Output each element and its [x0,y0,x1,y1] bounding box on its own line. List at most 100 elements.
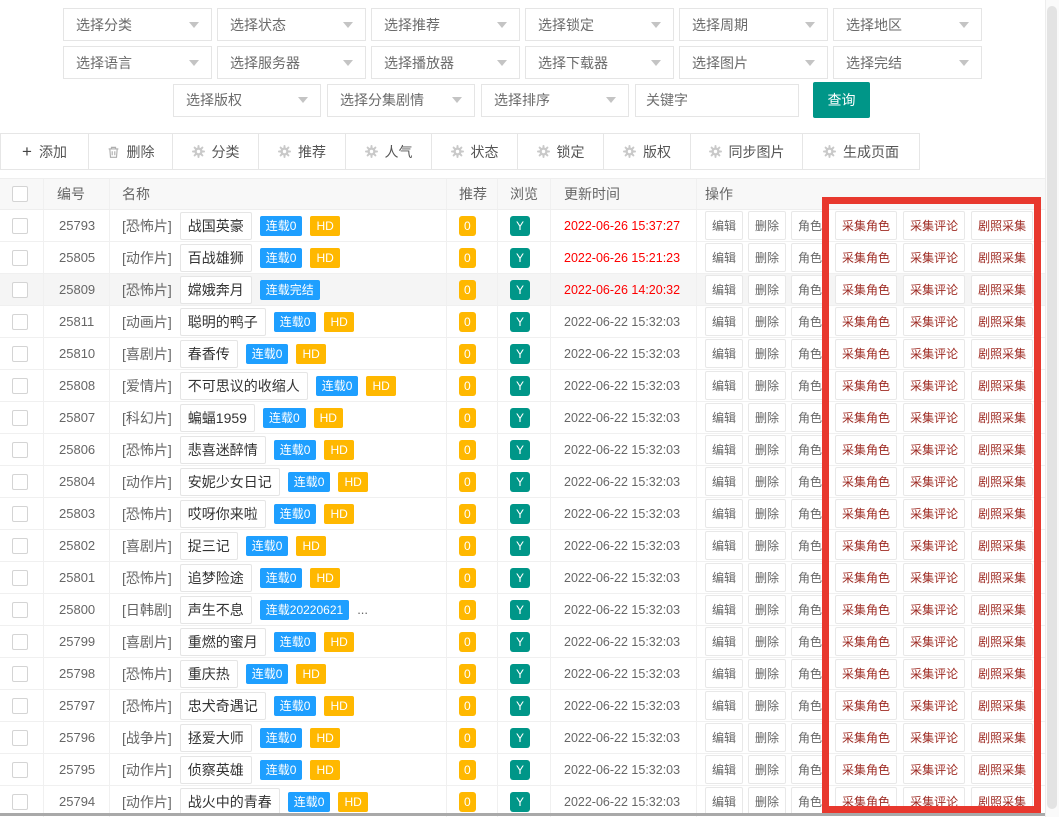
row-checkbox[interactable] [12,377,28,394]
delete-button[interactable]: 删除 [748,243,787,272]
role-button[interactable]: 角色 [791,691,830,720]
edit-button[interactable]: 编辑 [705,339,744,368]
edit-button[interactable]: 编辑 [705,627,744,656]
collect-comment-button[interactable]: 采集评论 [903,499,966,528]
delete-button[interactable]: 删除 [748,307,787,336]
edit-button[interactable]: 编辑 [705,787,744,816]
stills-collect-button[interactable]: 剧照采集 [971,499,1034,528]
edit-button[interactable]: 编辑 [705,435,744,464]
edit-button[interactable]: 编辑 [705,403,744,432]
filter-select-finished[interactable]: 选择完结 [833,46,982,79]
collect-role-button[interactable]: 采集角色 [835,467,898,496]
filter-select-language[interactable]: 选择语言 [63,46,212,79]
stills-collect-button[interactable]: 剧照采集 [971,339,1034,368]
video-name-input[interactable]: 拯爱大师 [179,723,252,752]
stills-collect-button[interactable]: 剧照采集 [971,563,1034,592]
collect-comment-button[interactable]: 采集评论 [903,627,966,656]
video-name-input[interactable]: 战国英豪 [179,211,252,240]
collect-comment-button[interactable]: 采集评论 [903,307,966,336]
row-checkbox[interactable] [12,505,28,522]
row-checkbox[interactable] [12,761,28,778]
collect-comment-button[interactable]: 采集评论 [903,371,966,400]
role-button[interactable]: 角色 [791,403,830,432]
filter-select-lock[interactable]: 选择锁定 [525,8,674,41]
filter-select-downloader[interactable]: 选择下载器 [525,46,674,79]
collect-role-button[interactable]: 采集角色 [835,307,898,336]
toolbar-button-generate-pages[interactable]: 生成页面 [803,134,919,169]
video-name-input[interactable]: 声生不息 [179,595,252,624]
collect-comment-button[interactable]: 采集评论 [903,563,966,592]
row-checkbox[interactable] [12,697,28,714]
collect-comment-button[interactable]: 采集评论 [903,531,966,560]
toolbar-button-delete[interactable]: 删除 [89,134,173,169]
collect-comment-button[interactable]: 采集评论 [903,435,966,464]
stills-collect-button[interactable]: 剧照采集 [971,371,1034,400]
select-all-checkbox[interactable] [12,186,28,202]
role-button[interactable]: 角色 [791,531,830,560]
delete-button[interactable]: 删除 [748,499,787,528]
edit-button[interactable]: 编辑 [705,563,744,592]
toolbar-button-popularity[interactable]: 人气 [346,134,432,169]
stills-collect-button[interactable]: 剧照采集 [971,275,1034,304]
stills-collect-button[interactable]: 剧照采集 [971,435,1034,464]
collect-role-button[interactable]: 采集角色 [835,627,898,656]
stills-collect-button[interactable]: 剧照采集 [971,595,1034,624]
edit-button[interactable]: 编辑 [705,243,744,272]
delete-button[interactable]: 删除 [748,371,787,400]
collect-comment-button[interactable]: 采集评论 [903,755,966,784]
edit-button[interactable]: 编辑 [705,275,744,304]
video-name-input[interactable]: 捉三记 [179,531,238,560]
stills-collect-button[interactable]: 剧照采集 [971,403,1034,432]
row-checkbox[interactable] [12,313,28,330]
toolbar-button-copyright[interactable]: 版权 [604,134,691,169]
filter-select-category[interactable]: 选择分类 [63,8,212,41]
role-button[interactable]: 角色 [791,243,830,272]
delete-button[interactable]: 删除 [748,531,787,560]
edit-button[interactable]: 编辑 [705,755,744,784]
video-name-input[interactable]: 安妮少女日记 [179,467,280,496]
collect-role-button[interactable]: 采集角色 [835,787,898,816]
collect-comment-button[interactable]: 采集评论 [903,339,966,368]
toolbar-button-recommend[interactable]: 推荐 [259,134,346,169]
collect-comment-button[interactable]: 采集评论 [903,243,966,272]
delete-button[interactable]: 删除 [748,435,787,464]
video-name-input[interactable]: 重庆热 [179,659,238,688]
edit-button[interactable]: 编辑 [705,531,744,560]
delete-button[interactable]: 删除 [748,275,787,304]
filter-select-status[interactable]: 选择状态 [217,8,366,41]
collect-role-button[interactable]: 采集角色 [835,499,898,528]
video-name-input[interactable]: 百战雄狮 [179,243,252,272]
stills-collect-button[interactable]: 剧照采集 [971,307,1034,336]
edit-button[interactable]: 编辑 [705,723,744,752]
role-button[interactable]: 角色 [791,659,830,688]
edit-button[interactable]: 编辑 [705,371,744,400]
role-button[interactable]: 角色 [791,307,830,336]
filter-select-server[interactable]: 选择服务器 [217,46,366,79]
collect-role-button[interactable]: 采集角色 [835,211,898,240]
row-checkbox[interactable] [12,537,28,554]
stills-collect-button[interactable]: 剧照采集 [971,243,1034,272]
delete-button[interactable]: 删除 [748,723,787,752]
row-checkbox[interactable] [12,601,28,618]
collect-role-button[interactable]: 采集角色 [835,435,898,464]
edit-button[interactable]: 编辑 [705,499,744,528]
delete-button[interactable]: 删除 [748,691,787,720]
collect-comment-button[interactable]: 采集评论 [903,275,966,304]
collect-comment-button[interactable]: 采集评论 [903,211,966,240]
collect-role-button[interactable]: 采集角色 [835,755,898,784]
stills-collect-button[interactable]: 剧照采集 [971,531,1034,560]
video-name-input[interactable]: 侦察英雄 [179,755,252,784]
role-button[interactable]: 角色 [791,787,830,816]
collect-role-button[interactable]: 采集角色 [835,243,898,272]
role-button[interactable]: 角色 [791,627,830,656]
stills-collect-button[interactable]: 剧照采集 [971,691,1034,720]
collect-comment-button[interactable]: 采集评论 [903,787,966,816]
row-checkbox[interactable] [12,729,28,746]
filter-select-area[interactable]: 选择地区 [833,8,982,41]
row-checkbox[interactable] [12,217,28,234]
role-button[interactable]: 角色 [791,563,830,592]
collect-role-button[interactable]: 采集角色 [835,563,898,592]
collect-role-button[interactable]: 采集角色 [835,659,898,688]
collect-role-button[interactable]: 采集角色 [835,339,898,368]
stills-collect-button[interactable]: 剧照采集 [971,627,1034,656]
